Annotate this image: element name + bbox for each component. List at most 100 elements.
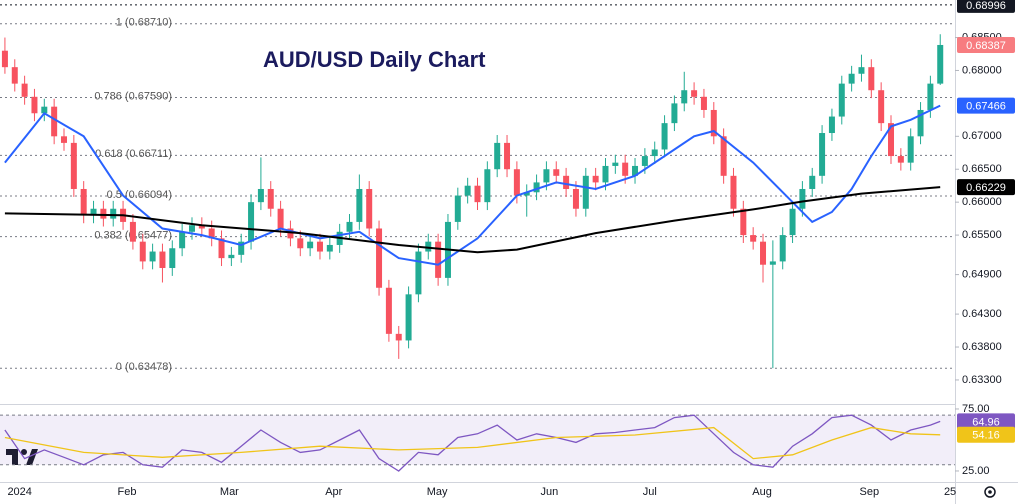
- candle-body: [710, 109, 717, 137]
- candle-body: [415, 251, 422, 295]
- candle-body: [41, 106, 48, 114]
- candle-body: [11, 67, 18, 84]
- candle-body: [543, 169, 550, 183]
- settings-icon[interactable]: [984, 486, 996, 498]
- x-tick-label: Jul: [643, 486, 657, 498]
- candle-body: [51, 106, 58, 137]
- price-tag: [957, 179, 1015, 196]
- candle-body: [425, 241, 432, 252]
- candle-body: [257, 188, 264, 203]
- candle-body: [809, 175, 816, 189]
- candle-body: [691, 90, 698, 97]
- candle-body: [228, 254, 235, 259]
- y-tick-label: 0.63800: [962, 341, 1002, 353]
- candle-body: [799, 188, 806, 209]
- y-tick-label: 0.64300: [962, 308, 1002, 320]
- candle-body: [70, 142, 77, 189]
- candle-body: [366, 188, 373, 229]
- candle-body: [385, 287, 392, 334]
- price-tag: [957, 426, 1015, 443]
- x-tick-label: May: [427, 486, 448, 498]
- x-tick-label: Mar: [220, 486, 239, 498]
- candle-body: [494, 142, 501, 170]
- candle-body: [346, 221, 353, 232]
- candle-body: [238, 241, 245, 255]
- candle-body: [632, 165, 639, 176]
- candle-body: [248, 202, 255, 242]
- candle-body: [868, 67, 875, 91]
- x-tick-label: Aug: [752, 486, 772, 498]
- candle-body: [316, 241, 323, 252]
- candle-body: [769, 261, 776, 265]
- chart-title: AUD/USD Daily Chart: [263, 47, 486, 72]
- fib-label: 0 (0.63478): [116, 361, 172, 373]
- candle-body: [129, 221, 136, 242]
- price-tag-label: 54.16: [972, 430, 1000, 442]
- candle-body: [828, 116, 835, 134]
- candle-body: [297, 238, 304, 249]
- x-tick-label: Jun: [540, 486, 558, 498]
- fib-label: 0.618 (0.66711): [95, 148, 172, 160]
- candle-body: [848, 73, 855, 84]
- candle-body: [907, 136, 914, 163]
- candle-body: [474, 185, 481, 203]
- candle-body: [572, 188, 579, 209]
- gear-center[interactable]: [988, 490, 992, 494]
- candle-body: [484, 169, 491, 203]
- candle-body: [188, 225, 195, 232]
- candle-body: [90, 208, 97, 216]
- y-tick-label: 0.64900: [962, 268, 1002, 280]
- candle-body: [750, 235, 757, 242]
- candle-body: [504, 142, 511, 170]
- candle-body: [937, 44, 944, 84]
- gear[interactable]: [984, 486, 996, 498]
- candle-body: [533, 182, 540, 193]
- x-tick-label: Feb: [118, 486, 137, 498]
- candle-body: [356, 188, 363, 222]
- logo-part: [26, 449, 38, 465]
- candle-body: [149, 251, 156, 262]
- x-tick-label: 2024: [7, 486, 31, 498]
- candle-body: [110, 208, 117, 219]
- candle-body: [730, 175, 737, 209]
- candle-body: [513, 169, 520, 196]
- rsi-band: [0, 415, 955, 465]
- candle-body: [307, 241, 314, 249]
- candle-body: [897, 156, 904, 163]
- candle-body: [60, 136, 67, 143]
- y-tick-label: 0.66000: [962, 196, 1002, 208]
- candle-body: [169, 248, 176, 269]
- rsi-line: [4, 414, 941, 472]
- tv-logo: [6, 449, 38, 465]
- candle-body: [454, 195, 461, 222]
- logo-part: [6, 449, 18, 465]
- y-tick-label: 75.00: [962, 403, 990, 415]
- candle-body: [651, 149, 658, 157]
- candle-body: [760, 241, 767, 265]
- candle-body: [789, 208, 796, 236]
- fib-label: 0.5 (0.66094): [107, 189, 172, 201]
- logo-part: [21, 449, 27, 455]
- candle-body: [602, 165, 609, 183]
- candle-body: [376, 228, 383, 288]
- candle-body: [779, 235, 786, 262]
- price-tag-label: 64.96: [972, 416, 1000, 428]
- candle-body: [582, 175, 589, 209]
- price-tag: [957, 413, 1015, 430]
- candle-body: [641, 156, 648, 166]
- candle-body: [740, 208, 747, 236]
- candle-body: [326, 244, 333, 252]
- candle-body: [523, 192, 530, 196]
- candle-body: [819, 133, 826, 176]
- price-tag-label: 0.68996: [966, 0, 1006, 12]
- candle-body: [21, 83, 28, 97]
- candle-body: [198, 225, 205, 229]
- y-tick-label: 0.68000: [962, 64, 1002, 76]
- price-tag-label: 0.67466: [966, 101, 1006, 113]
- candle-body: [592, 175, 599, 183]
- candle-body: [208, 228, 215, 239]
- x-tick-label: 25: [944, 486, 956, 498]
